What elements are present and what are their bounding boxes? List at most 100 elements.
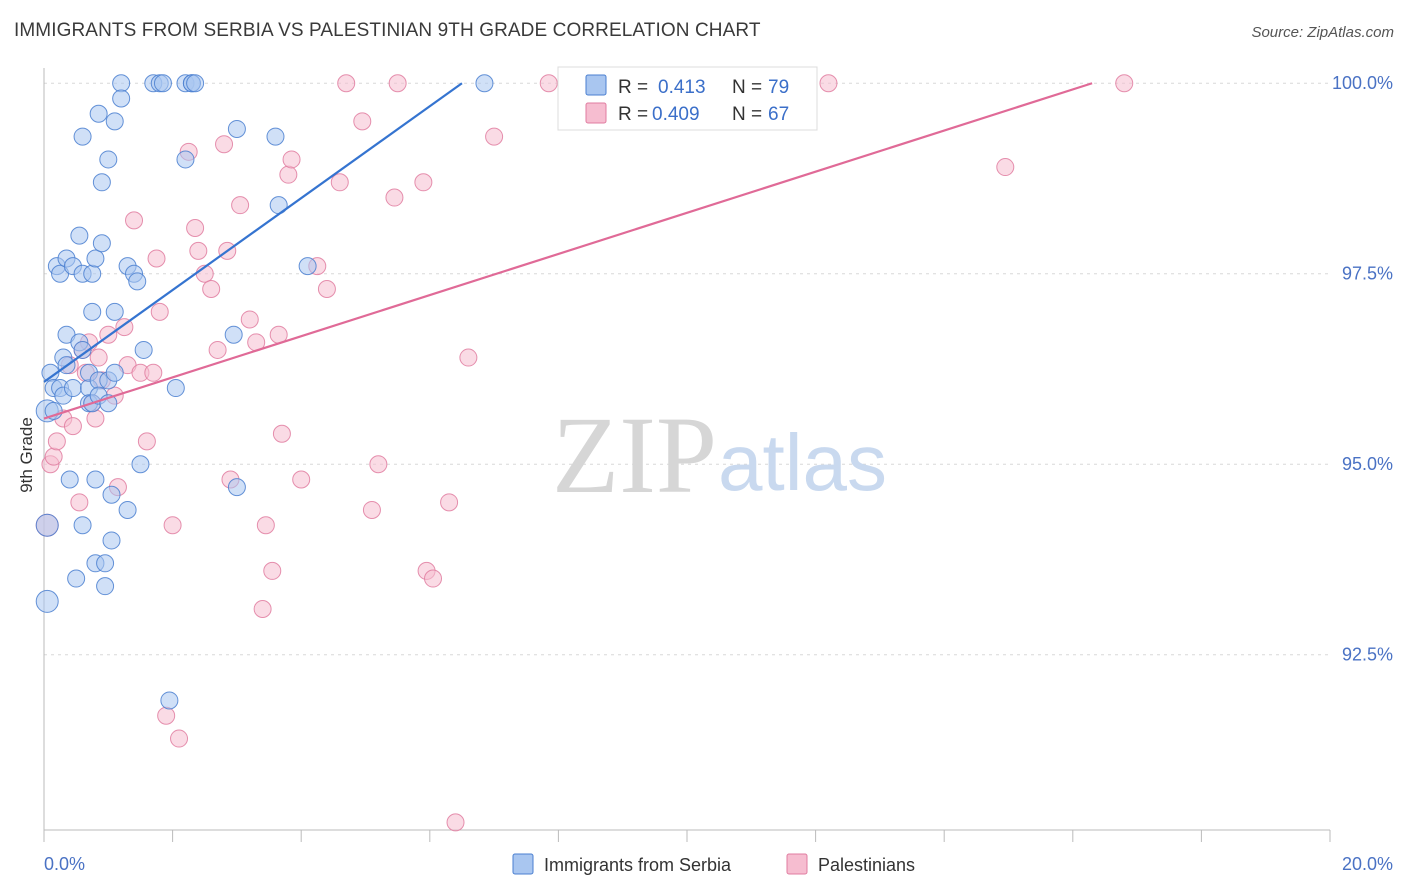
pal-point-22 <box>137 432 156 451</box>
stats-legend-pal-n-label: N = <box>732 104 762 125</box>
serbia-point-29 <box>83 264 102 283</box>
pal-point-68 <box>1115 74 1134 93</box>
serbia-trend-line <box>43 82 463 383</box>
pal-point-50 <box>317 279 336 298</box>
pal-point-57 <box>388 74 407 93</box>
pal-point-7 <box>70 493 89 512</box>
pal-point-47 <box>282 150 301 169</box>
pal-point-25 <box>150 302 169 321</box>
pal-point-27 <box>163 516 182 535</box>
serbia-point-65 <box>186 74 205 93</box>
serbia-point-71 <box>298 257 317 276</box>
pal-point-42 <box>256 516 275 535</box>
y-tick-label-2: 95.0% <box>1342 454 1393 474</box>
stats-legend-pal-r-label: R = <box>618 104 648 125</box>
serbia-point-45 <box>105 112 124 131</box>
serbia-point-50 <box>118 500 137 519</box>
serbia-point-32 <box>86 249 105 268</box>
legend-pal-swatch[interactable] <box>786 853 808 875</box>
serbia-point-61 <box>176 150 195 169</box>
chart-title: IMMIGRANTS FROM SERBIA VS PALESTINIAN 9T… <box>14 20 761 41</box>
pal-point-64 <box>485 127 504 146</box>
serbia-point-67 <box>227 478 246 497</box>
x-tick-label-1: 20.0% <box>1342 854 1393 874</box>
serbia-point-22 <box>73 340 92 359</box>
pal-point-66 <box>819 74 838 93</box>
pal-point-65 <box>539 74 558 93</box>
serbia-point-44 <box>102 531 121 550</box>
legend-pal-label[interactable]: Palestinians <box>818 855 915 875</box>
pal-point-24 <box>147 249 166 268</box>
serbia-point-69 <box>266 127 285 146</box>
series-legend[interactable]: Immigrants from Serbia Palestinians <box>512 853 915 875</box>
serbia-point-55 <box>134 340 153 359</box>
stats-legend-serbia-r-value: 0.413 <box>658 77 706 98</box>
series-serbia <box>35 74 578 710</box>
pal-trend-line <box>43 82 1093 420</box>
pal-point-31 <box>189 241 208 260</box>
watermark-atlas: atlas <box>718 418 887 507</box>
serbia-point-36 <box>92 234 111 253</box>
pal-point-51 <box>330 173 349 192</box>
pal-point-67 <box>996 158 1015 177</box>
legend-serbia-swatch[interactable] <box>512 853 534 875</box>
serbia-point-66 <box>224 325 243 344</box>
serbia-point-72 <box>475 74 494 93</box>
serbia-point-21 <box>73 516 92 535</box>
trend-lines <box>43 82 1093 420</box>
stats-legend: R = 0.413 N = 79 R = 0.409 N = 67 <box>557 66 818 131</box>
legend-serbia-label[interactable]: Immigrants from Serbia <box>544 855 732 875</box>
pal-point-30 <box>186 219 205 238</box>
serbia-point-46 <box>105 302 124 321</box>
pal-point-20 <box>125 211 144 230</box>
pal-point-61 <box>440 493 459 512</box>
y-tick-label-1: 97.5% <box>1342 264 1393 284</box>
pal-point-58 <box>414 173 433 192</box>
pal-point-43 <box>263 561 282 580</box>
pal-point-45 <box>272 424 291 443</box>
y-tick-labels: 100.0% 97.5% 95.0% 92.5% <box>1332 73 1393 664</box>
pal-point-6 <box>63 417 82 436</box>
y-tick-label-0: 100.0% <box>1332 73 1393 93</box>
source-label: Source: ZipAtlas.com <box>1251 24 1394 41</box>
pal-point-54 <box>362 500 381 519</box>
pal-point-13 <box>89 348 108 367</box>
serbia-point-27 <box>83 302 102 321</box>
pal-point-48 <box>292 470 311 489</box>
pal-point-33 <box>202 279 221 298</box>
pal-point-63 <box>459 348 478 367</box>
serbia-point-38 <box>96 577 115 596</box>
pal-point-12 <box>86 409 105 428</box>
x-tick-labels: 0.0% 20.0% <box>44 854 1393 874</box>
watermark: ZIP atlas <box>552 394 887 516</box>
serbia-point-47 <box>105 363 124 382</box>
pal-point-52 <box>337 74 356 93</box>
pal-point-53 <box>353 112 372 131</box>
serbia-point-20 <box>73 127 92 146</box>
serbia-point-39 <box>96 554 115 573</box>
pal-point-56 <box>385 188 404 207</box>
serbia-point-43 <box>102 485 121 504</box>
serbia-point-40 <box>99 150 118 169</box>
pal-point-2 <box>44 447 63 466</box>
serbia-point-31 <box>86 470 105 489</box>
axes <box>43 68 1331 842</box>
serbia-point-53 <box>128 272 147 291</box>
serbia-point-54 <box>131 455 150 474</box>
serbia-point-49 <box>112 89 131 108</box>
stats-legend-pal-n-value: 67 <box>768 104 789 125</box>
serbia-point-1 <box>35 513 59 537</box>
pal-point-55 <box>369 455 388 474</box>
serbia-point-19 <box>70 226 89 245</box>
y-axis-title: 9th Grade <box>17 417 36 493</box>
pal-point-62 <box>446 813 465 832</box>
serbia-point-68 <box>227 119 246 138</box>
serbia-point-0 <box>35 589 59 613</box>
stats-legend-serbia-r-label: R = <box>618 77 648 98</box>
stats-legend-serbia-n-label: N = <box>732 77 762 98</box>
x-tick-label-0: 0.0% <box>44 854 85 874</box>
stats-legend-serbia-swatch <box>585 74 607 96</box>
pal-point-46 <box>279 165 298 184</box>
pal-point-60 <box>424 569 443 588</box>
